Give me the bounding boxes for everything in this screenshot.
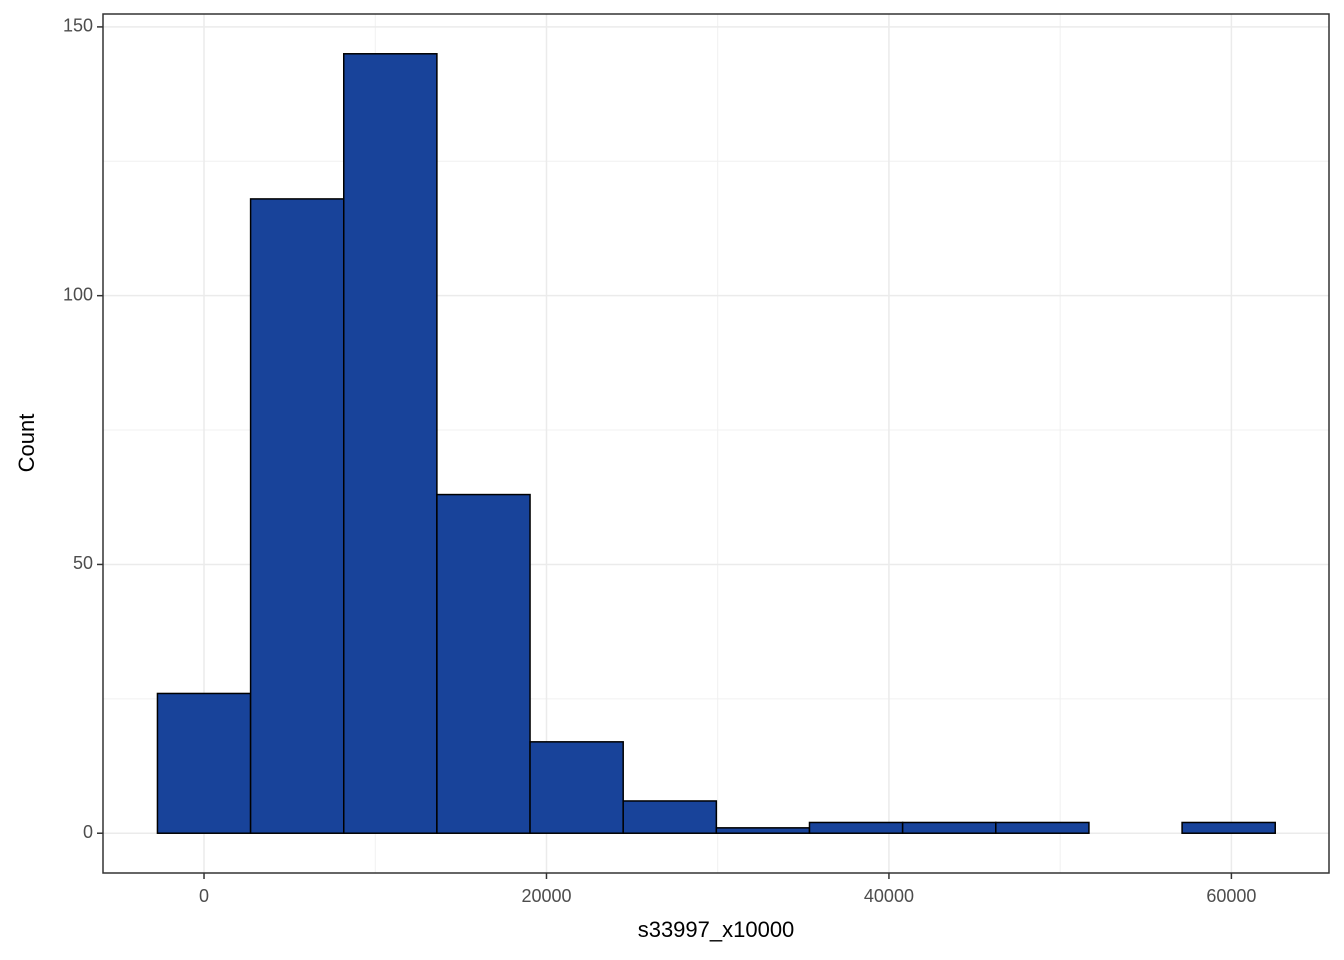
x-axis-title: s33997_x10000 [638,917,795,942]
bar [249,198,345,834]
bar [436,493,531,834]
bar [901,821,997,834]
bar [715,827,811,834]
panel-border [102,13,1330,874]
bar [995,821,1090,834]
bar [529,741,624,834]
bar [156,692,252,834]
y-tick-label: 100 [63,284,93,304]
x-tick-label: 40000 [864,886,914,906]
y-tick-label: 50 [73,553,93,573]
bar [808,821,904,834]
x-tick-label: 60000 [1206,886,1256,906]
bar [342,53,438,834]
x-tick-label: 0 [199,886,209,906]
y-tick-label: 0 [83,822,93,842]
y-tick-label: 150 [63,16,93,36]
bar [622,800,718,834]
x-tick-label: 20000 [521,886,571,906]
bar [1181,821,1276,834]
y-axis-title: Count [14,414,39,473]
